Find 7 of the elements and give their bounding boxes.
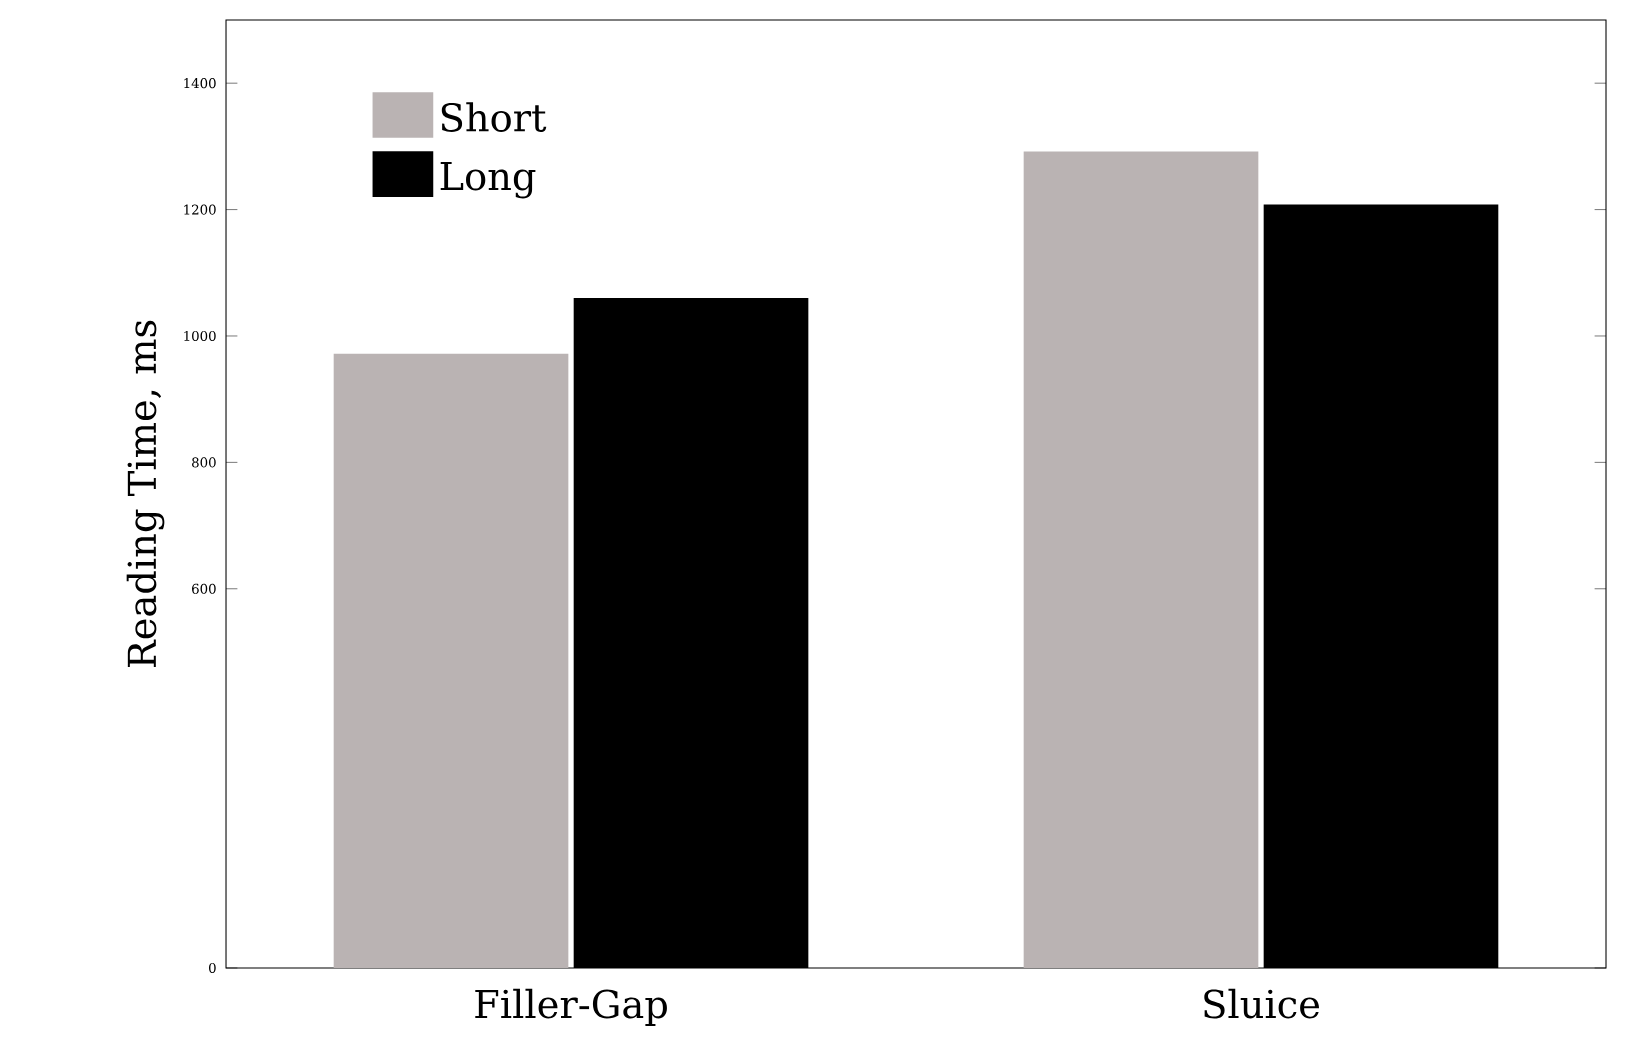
bar (333, 353, 569, 968)
legend-label: Long (440, 161, 536, 199)
y-axis-title: Reading Time, ms (126, 320, 165, 668)
bar (1023, 151, 1259, 968)
legend-label: Short (441, 102, 547, 132)
x-tick-label: Sluice (1204, 988, 1320, 1019)
x-tick-label: Filler-Gap (475, 988, 667, 1026)
